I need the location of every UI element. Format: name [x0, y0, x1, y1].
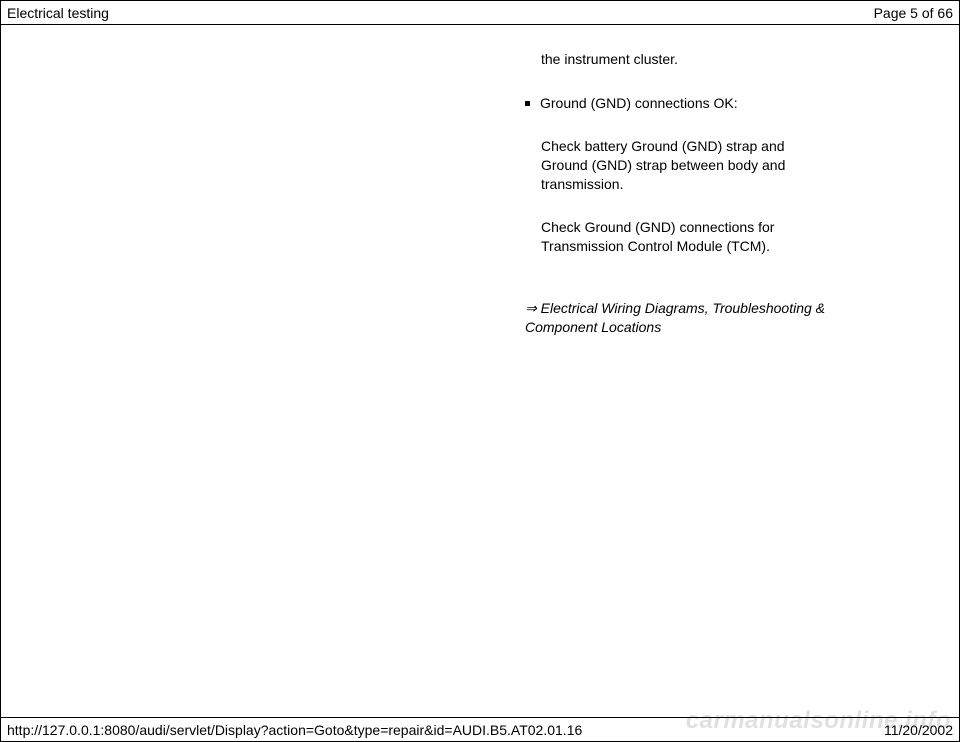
footer-date: 11/20/2002 [884, 722, 953, 738]
page-footer: http://127.0.0.1:8080/audi/servlet/Displ… [1, 717, 959, 741]
reference-line: ⇒ Electrical Wiring Diagrams, Troublesho… [511, 299, 831, 337]
bullet-item: Ground (GND) connections OK: [511, 95, 831, 111]
footer-url: http://127.0.0.1:8080/audi/servlet/Displ… [7, 722, 582, 738]
bullet-icon [525, 101, 530, 106]
reference-text: Electrical Wiring Diagrams, Troubleshoot… [525, 300, 825, 335]
sub-paragraph-1: Check battery Ground (GND) strap and Gro… [511, 137, 831, 194]
document-page: Electrical testing Page 5 of 66 the inst… [0, 0, 960, 742]
content-block: the instrument cluster. Ground (GND) con… [511, 51, 831, 337]
arrow-icon: ⇒ [525, 300, 537, 316]
bullet-label: Ground (GND) connections OK: [540, 95, 738, 111]
page-indicator: Page 5 of 66 [874, 5, 953, 21]
header-title: Electrical testing [7, 5, 109, 21]
page-header: Electrical testing Page 5 of 66 [1, 1, 959, 25]
continuation-text: the instrument cluster. [511, 51, 831, 67]
sub-paragraph-2: Check Ground (GND) connections for Trans… [511, 218, 831, 256]
